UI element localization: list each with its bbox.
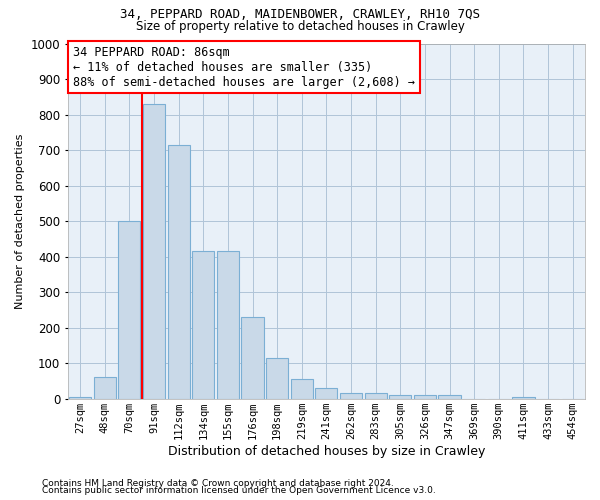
Bar	[167, 145, 190, 399]
Bar	[439, 395, 461, 398]
Text: 34, PEPPARD ROAD, MAIDENBOWER, CRAWLEY, RH10 7QS: 34, PEPPARD ROAD, MAIDENBOWER, CRAWLEY, …	[120, 8, 480, 20]
Text: 34 PEPPARD ROAD: 86sqm
← 11% of detached houses are smaller (335)
88% of semi-de: 34 PEPPARD ROAD: 86sqm ← 11% of detached…	[73, 46, 415, 89]
Bar	[290, 379, 313, 398]
Bar	[266, 358, 288, 399]
Bar	[389, 395, 412, 398]
Bar	[512, 397, 535, 398]
Bar	[192, 252, 214, 398]
Text: Contains HM Land Registry data © Crown copyright and database right 2024.: Contains HM Land Registry data © Crown c…	[42, 478, 394, 488]
Bar	[365, 394, 387, 398]
Bar	[414, 395, 436, 398]
Bar	[118, 222, 140, 398]
Bar	[340, 394, 362, 398]
Bar	[316, 388, 337, 398]
Bar	[143, 104, 165, 399]
Y-axis label: Number of detached properties: Number of detached properties	[15, 134, 25, 309]
Text: Size of property relative to detached houses in Crawley: Size of property relative to detached ho…	[136, 20, 464, 33]
Bar	[217, 252, 239, 398]
Bar	[69, 397, 91, 398]
Bar	[94, 378, 116, 398]
X-axis label: Distribution of detached houses by size in Crawley: Distribution of detached houses by size …	[168, 444, 485, 458]
Text: Contains public sector information licensed under the Open Government Licence v3: Contains public sector information licen…	[42, 486, 436, 495]
Bar	[241, 317, 263, 398]
